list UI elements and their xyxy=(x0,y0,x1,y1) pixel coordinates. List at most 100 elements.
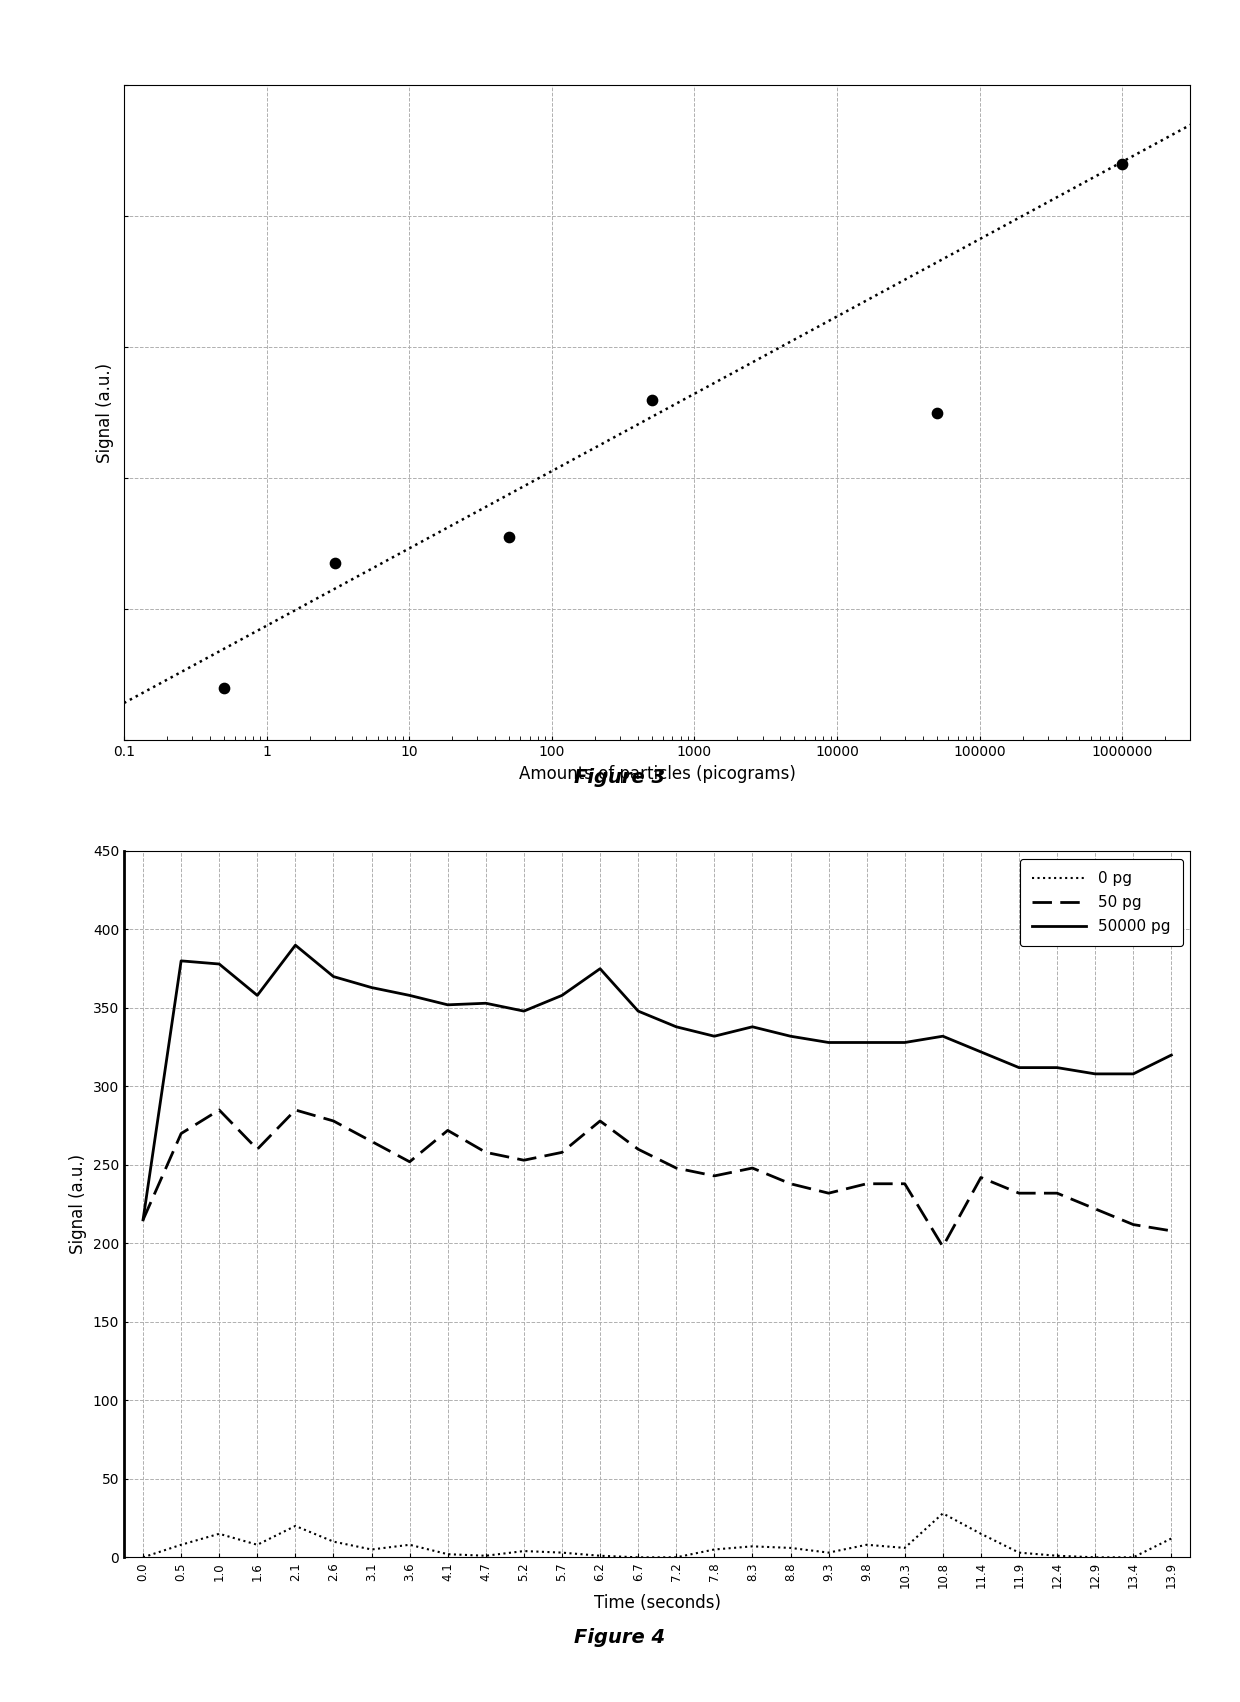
0 pg xyxy=(1164,1528,1179,1549)
Point xyxy=(926,400,946,427)
50 pg xyxy=(745,1157,760,1178)
0 pg xyxy=(1087,1547,1102,1568)
0 pg xyxy=(174,1535,188,1556)
50 pg xyxy=(1087,1198,1102,1219)
0 pg xyxy=(212,1523,227,1544)
50 pg xyxy=(1049,1183,1064,1203)
0 pg xyxy=(859,1535,874,1556)
50000 pg xyxy=(1164,1045,1179,1065)
50000 pg xyxy=(554,985,569,1006)
50000 pg xyxy=(784,1026,799,1047)
50 pg xyxy=(1012,1183,1027,1203)
50000 pg xyxy=(821,1033,836,1054)
50000 pg xyxy=(440,994,455,1014)
0 pg xyxy=(668,1547,683,1568)
50000 pg xyxy=(326,967,341,987)
50 pg xyxy=(440,1120,455,1140)
0 pg xyxy=(745,1537,760,1557)
0 pg xyxy=(631,1547,646,1568)
Point xyxy=(641,386,661,414)
50000 pg xyxy=(973,1042,988,1062)
50 pg xyxy=(174,1123,188,1144)
Line: 50000 pg: 50000 pg xyxy=(143,945,1172,1220)
0 pg xyxy=(249,1535,264,1556)
Line: 50 pg: 50 pg xyxy=(143,1110,1172,1246)
50 pg xyxy=(935,1236,950,1256)
50 pg xyxy=(821,1183,836,1203)
50000 pg xyxy=(174,951,188,972)
50000 pg xyxy=(249,985,264,1006)
50000 pg xyxy=(212,953,227,974)
50000 pg xyxy=(288,934,303,955)
50000 pg xyxy=(859,1033,874,1054)
0 pg xyxy=(1049,1545,1064,1566)
50 pg xyxy=(784,1174,799,1195)
50000 pg xyxy=(935,1026,950,1047)
50000 pg xyxy=(707,1026,722,1047)
Point xyxy=(1112,150,1132,177)
50000 pg xyxy=(1087,1064,1102,1084)
50 pg xyxy=(973,1168,988,1188)
Y-axis label: Signal (a.u.): Signal (a.u.) xyxy=(69,1154,87,1254)
50 pg xyxy=(668,1157,683,1178)
50 pg xyxy=(1126,1214,1141,1234)
50 pg xyxy=(516,1151,531,1171)
50 pg xyxy=(859,1174,874,1195)
0 pg xyxy=(973,1523,988,1544)
50 pg xyxy=(479,1142,494,1162)
0 pg xyxy=(784,1537,799,1557)
0 pg xyxy=(479,1545,494,1566)
50 pg xyxy=(631,1139,646,1159)
50 pg xyxy=(212,1099,227,1120)
50000 pg xyxy=(135,1210,150,1231)
50 pg xyxy=(326,1111,341,1132)
50000 pg xyxy=(1126,1064,1141,1084)
50000 pg xyxy=(631,1001,646,1021)
50000 pg xyxy=(479,992,494,1013)
50 pg xyxy=(898,1174,913,1195)
0 pg xyxy=(898,1537,913,1557)
0 pg xyxy=(288,1516,303,1537)
0 pg xyxy=(1126,1547,1141,1568)
0 pg xyxy=(402,1535,417,1556)
Point xyxy=(498,524,518,551)
50000 pg xyxy=(745,1016,760,1037)
50000 pg xyxy=(1012,1057,1027,1077)
Text: Figure 4: Figure 4 xyxy=(574,1627,666,1648)
0 pg xyxy=(516,1540,531,1561)
50 pg xyxy=(402,1152,417,1173)
X-axis label: Amounts of particles (picograms): Amounts of particles (picograms) xyxy=(518,764,796,783)
Line: 0 pg: 0 pg xyxy=(143,1513,1172,1557)
50000 pg xyxy=(516,1001,531,1021)
50 pg xyxy=(365,1132,379,1152)
50 pg xyxy=(288,1099,303,1120)
50 pg xyxy=(1164,1220,1179,1241)
X-axis label: Time (seconds): Time (seconds) xyxy=(594,1595,720,1612)
0 pg xyxy=(935,1503,950,1523)
0 pg xyxy=(707,1539,722,1559)
0 pg xyxy=(326,1532,341,1552)
50 pg xyxy=(593,1111,608,1132)
0 pg xyxy=(135,1547,150,1568)
Point xyxy=(325,550,345,577)
50 pg xyxy=(707,1166,722,1186)
Text: Figure 3: Figure 3 xyxy=(574,768,666,788)
50 pg xyxy=(249,1139,264,1159)
50000 pg xyxy=(593,958,608,979)
50000 pg xyxy=(1049,1057,1064,1077)
0 pg xyxy=(554,1542,569,1562)
0 pg xyxy=(1012,1542,1027,1562)
Legend: 0 pg, 50 pg, 50000 pg: 0 pg, 50 pg, 50000 pg xyxy=(1021,858,1183,946)
50000 pg xyxy=(668,1016,683,1037)
0 pg xyxy=(821,1542,836,1562)
50000 pg xyxy=(898,1033,913,1054)
50 pg xyxy=(135,1210,150,1231)
Point xyxy=(213,674,233,701)
Y-axis label: Signal (a.u.): Signal (a.u.) xyxy=(95,363,114,463)
0 pg xyxy=(365,1539,379,1559)
50000 pg xyxy=(402,985,417,1006)
50000 pg xyxy=(365,977,379,997)
0 pg xyxy=(593,1545,608,1566)
50 pg xyxy=(554,1142,569,1162)
0 pg xyxy=(440,1544,455,1564)
